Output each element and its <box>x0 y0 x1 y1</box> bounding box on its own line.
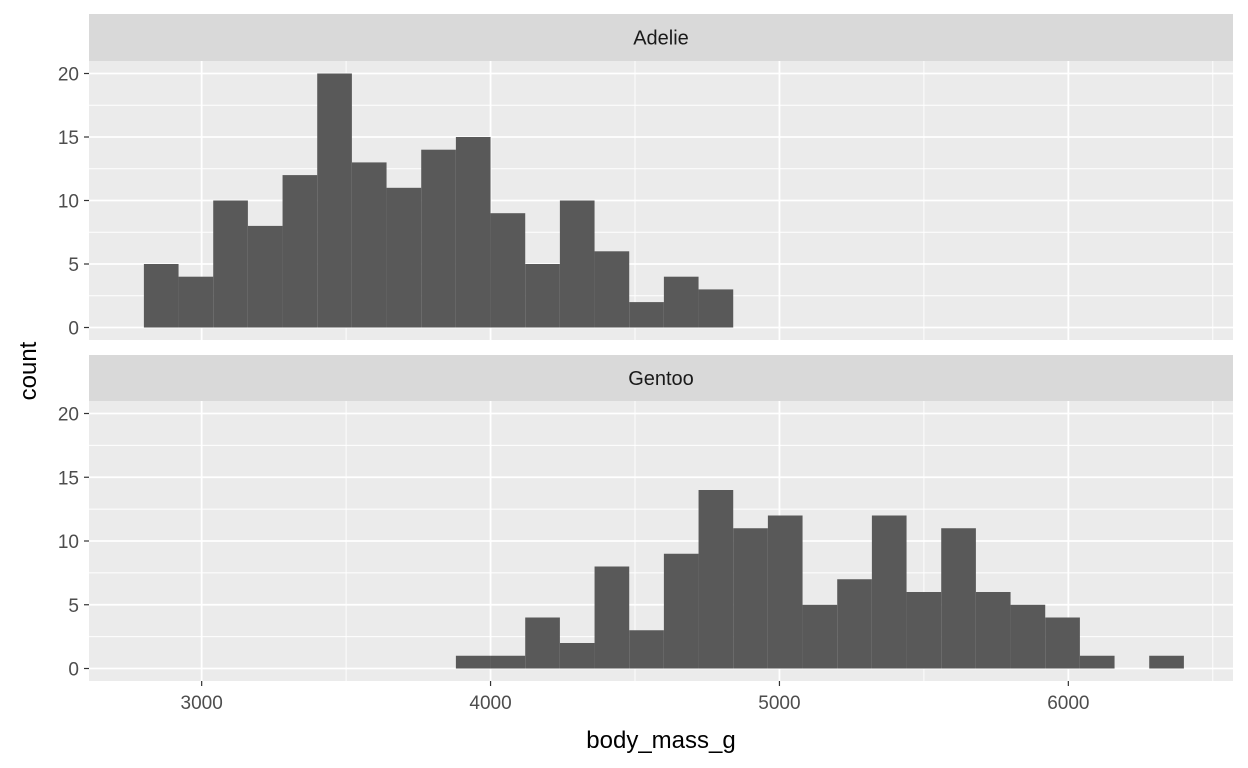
histogram-bar <box>559 200 595 328</box>
histogram-bar <box>143 264 179 328</box>
y-tick-label: 5 <box>68 255 79 276</box>
y-tick-label: 5 <box>68 596 79 617</box>
histogram-bar <box>733 528 768 669</box>
histogram-bar <box>317 73 352 328</box>
histogram-bar <box>1079 655 1115 669</box>
histogram-bar <box>455 655 491 669</box>
histogram-bar <box>837 579 872 669</box>
y-tick-label: 20 <box>58 405 79 426</box>
histogram-bar <box>386 187 422 328</box>
histogram-bar <box>663 553 699 669</box>
x-axis-title: body_mass_g <box>586 727 735 754</box>
facet-strip <box>89 14 1233 61</box>
histogram-bar <box>525 617 560 669</box>
histogram-bar <box>1149 655 1184 669</box>
histogram-bar <box>178 276 214 328</box>
histogram-bar <box>490 655 526 669</box>
facet-strip-label: Gentoo <box>628 368 694 390</box>
y-tick-label: 20 <box>58 65 79 86</box>
x-tick-label: 6000 <box>1047 693 1089 714</box>
panel-adelie: Adelie 0 5 10 15 20 <box>58 14 1233 340</box>
histogram-bar <box>559 643 595 669</box>
facet-strip-label: Adelie <box>633 28 689 50</box>
histogram-bar <box>1010 604 1046 669</box>
facet-strip <box>89 355 1233 401</box>
y-tick-label: 15 <box>58 468 79 489</box>
y-axis-title: count <box>15 341 42 400</box>
y-tick-label: 10 <box>58 192 79 213</box>
histogram-bar <box>421 149 456 328</box>
histogram-bar <box>490 213 526 328</box>
histogram-bar <box>455 137 491 328</box>
histogram-bar <box>629 630 664 669</box>
histogram-bar <box>698 490 734 669</box>
histogram-bar <box>351 162 387 328</box>
histogram-bar <box>906 592 942 669</box>
y-tick-label: 10 <box>58 532 79 553</box>
y-tick-label: 0 <box>68 319 79 340</box>
x-tick-label: 5000 <box>758 693 800 714</box>
x-tick-label: 3000 <box>181 693 223 714</box>
histogram-bar <box>871 515 907 669</box>
histogram-bar <box>282 175 318 328</box>
histogram-bar <box>213 200 248 328</box>
x-tick-label: 4000 <box>469 693 511 714</box>
y-tick-label: 15 <box>58 128 79 149</box>
histogram-bar <box>941 528 976 669</box>
histogram-bar <box>525 264 560 328</box>
histogram-bar <box>594 251 630 328</box>
histogram-bar <box>594 566 630 669</box>
histogram-bar <box>1045 617 1080 669</box>
x-axis: 3000 4000 5000 6000 <box>181 681 1089 714</box>
y-tick-label: 0 <box>68 660 79 681</box>
histogram-bar <box>629 302 664 328</box>
panel-gentoo: Gentoo 0 5 10 15 20 <box>58 355 1233 681</box>
histogram-bar <box>975 592 1011 669</box>
histogram-bar <box>698 289 734 328</box>
histogram-bar <box>663 276 699 328</box>
histogram-bar <box>247 225 283 328</box>
histogram-bar <box>802 604 838 669</box>
panels-layer: Adelie 0 5 10 15 20 Gentoo 0 5 10 15 20 <box>58 14 1233 681</box>
histogram-bar <box>767 515 803 669</box>
